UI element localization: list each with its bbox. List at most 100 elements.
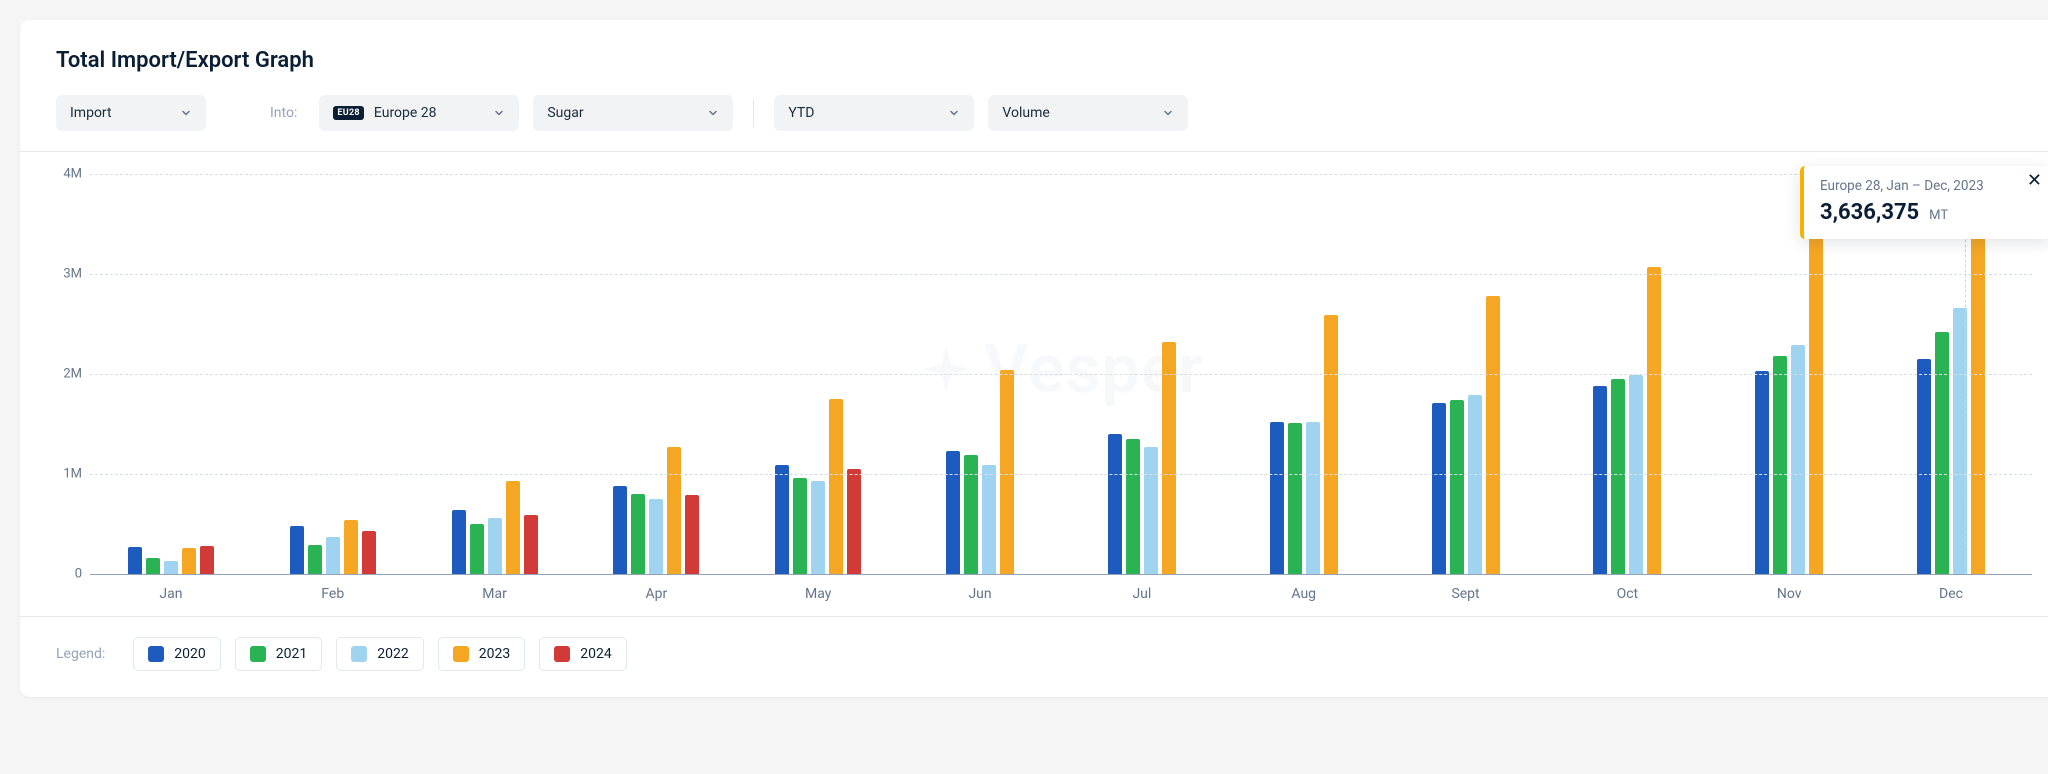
bar[interactable] (1971, 210, 1985, 574)
y-tick-label: 4M (63, 167, 82, 182)
bar[interactable] (946, 451, 960, 574)
bar[interactable] (1468, 395, 1482, 574)
bar[interactable] (847, 469, 861, 574)
bar[interactable] (164, 561, 178, 574)
bar[interactable] (290, 526, 304, 574)
bar[interactable] (1450, 400, 1464, 574)
x-tick-label: Apr (575, 586, 737, 602)
bar[interactable] (1773, 356, 1787, 574)
bar[interactable] (1809, 234, 1823, 574)
legend-item[interactable]: 2021 (235, 637, 322, 671)
bar[interactable] (326, 537, 340, 574)
period-select[interactable]: YTD (774, 95, 974, 131)
bar[interactable] (1611, 379, 1625, 574)
bar[interactable] (1000, 370, 1014, 574)
y-tick-label: 0 (75, 567, 82, 582)
bar[interactable] (1935, 332, 1949, 574)
bar[interactable] (1288, 423, 1302, 574)
legend-swatch (250, 646, 266, 662)
bar[interactable] (982, 465, 996, 574)
x-tick-label: Aug (1223, 586, 1385, 602)
legend-swatch (453, 646, 469, 662)
bar[interactable] (1953, 308, 1967, 574)
bar[interactable] (488, 518, 502, 574)
bar[interactable] (128, 547, 142, 574)
bar[interactable] (631, 494, 645, 574)
bar[interactable] (200, 546, 214, 574)
x-tick-label: Jun (899, 586, 1061, 602)
measure-value: Volume (1002, 105, 1049, 121)
bar[interactable] (1306, 422, 1320, 574)
commodity-value: Sugar (547, 105, 583, 121)
x-tick-label: Mar (414, 586, 576, 602)
bar[interactable] (829, 399, 843, 574)
bar[interactable] (506, 481, 520, 574)
legend-label: Legend: (56, 646, 105, 662)
bar[interactable] (452, 510, 466, 574)
bar[interactable] (1126, 439, 1140, 574)
bar[interactable] (1108, 434, 1122, 574)
x-tick-label: Oct (1546, 586, 1708, 602)
x-tick-label: Dec (1870, 586, 2032, 602)
legend-item[interactable]: 2024 (539, 637, 626, 671)
bar[interactable] (1791, 345, 1805, 574)
bar[interactable] (1432, 403, 1446, 574)
chart-plot-wrap: 01M2M3M4M Vesper (56, 174, 2032, 574)
gridline (90, 174, 2032, 175)
commodity-select[interactable]: Sugar (533, 95, 733, 131)
gridline (90, 574, 2032, 575)
bar[interactable] (146, 558, 160, 574)
region-value: Europe 28 (374, 105, 483, 121)
legend-text: 2023 (479, 646, 510, 662)
legend-item[interactable]: 2023 (438, 637, 525, 671)
bar[interactable] (1593, 386, 1607, 574)
bar[interactable] (1917, 359, 1931, 574)
bar[interactable] (964, 455, 978, 574)
y-tick-label: 2M (63, 367, 82, 382)
bar[interactable] (308, 545, 322, 574)
y-tick-label: 3M (63, 267, 82, 282)
legend: Legend: 2020 2021 2022 2023 2024 (20, 617, 2048, 697)
bar[interactable] (685, 495, 699, 574)
y-tick-label: 1M (63, 467, 82, 482)
bar[interactable] (1270, 422, 1284, 574)
bar[interactable] (613, 486, 627, 574)
legend-item[interactable]: 2022 (336, 637, 423, 671)
legend-swatch (554, 646, 570, 662)
bar[interactable] (793, 478, 807, 574)
close-icon[interactable]: ✕ (2027, 172, 2042, 190)
bar[interactable] (182, 548, 196, 574)
into-label: Into: (220, 105, 305, 121)
bar[interactable] (811, 481, 825, 574)
bar[interactable] (775, 465, 789, 574)
bar[interactable] (524, 515, 538, 574)
x-tick-label: May (737, 586, 899, 602)
bar[interactable] (362, 531, 376, 574)
bar[interactable] (344, 520, 358, 574)
measure-select[interactable]: Volume (988, 95, 1188, 131)
filter-row: Import Into: EU28 Europe 28 Sugar (56, 95, 2032, 131)
region-badge: EU28 (333, 106, 364, 120)
bar[interactable] (1162, 342, 1176, 574)
chart-area: 01M2M3M4M Vesper JanFebMarAprMayJunJulAu… (20, 151, 2048, 617)
chevron-down-icon (1162, 107, 1174, 119)
bar[interactable] (1486, 296, 1500, 574)
bar[interactable] (470, 524, 484, 574)
legend-items: 2020 2021 2022 2023 2024 (133, 637, 626, 671)
legend-item[interactable]: 2020 (133, 637, 220, 671)
direction-select[interactable]: Import (56, 95, 206, 131)
bar[interactable] (1324, 315, 1338, 574)
period-value: YTD (788, 105, 814, 121)
bar[interactable] (1647, 267, 1661, 574)
chevron-down-icon (493, 107, 505, 119)
region-select[interactable]: EU28 Europe 28 (319, 95, 519, 131)
gridline (90, 374, 2032, 375)
chevron-down-icon (707, 107, 719, 119)
bar[interactable] (667, 447, 681, 574)
legend-text: 2021 (276, 646, 307, 662)
bar[interactable] (649, 499, 663, 574)
chart-plot[interactable]: Vesper (90, 174, 2032, 574)
legend-text: 2024 (580, 646, 611, 662)
bar[interactable] (1755, 371, 1769, 574)
bar[interactable] (1144, 447, 1158, 574)
